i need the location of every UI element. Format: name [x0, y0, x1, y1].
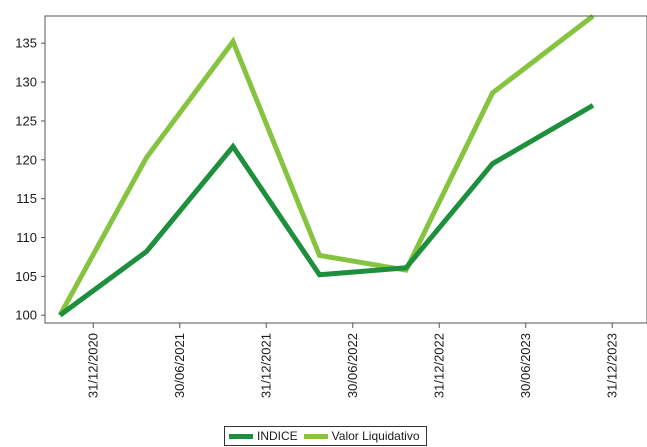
series-line-valor-liquidativo — [57, 14, 595, 317]
x-tick-label: 30/06/2021 — [172, 333, 187, 398]
x-tick-label: 30/06/2023 — [518, 333, 533, 398]
legend-swatch-valor-liquidativo — [303, 433, 328, 439]
y-tick-label: 100 — [15, 308, 37, 323]
x-tick-label: 31/12/2020 — [85, 333, 100, 398]
y-tick-label: 130 — [15, 75, 37, 90]
x-tick-label: 30/06/2022 — [345, 333, 360, 398]
x-tick-label: 31/12/2023 — [604, 333, 619, 398]
x-tick-label: 31/12/2022 — [431, 333, 446, 398]
legend-item-indice: INDICE — [229, 429, 298, 443]
y-tick-label: 120 — [15, 152, 37, 167]
legend-label-valor-liquidativo: Valor Liquidativo — [331, 429, 420, 443]
legend-label-indice: INDICE — [257, 429, 298, 443]
y-tick-label: 125 — [15, 113, 37, 128]
y-tick-label: 105 — [15, 269, 37, 284]
legend-swatch-indice — [229, 433, 253, 439]
y-tick-label: 110 — [16, 230, 37, 245]
plot-border — [44, 15, 647, 324]
series-layer — [57, 14, 595, 318]
legend-item-valor-liquidativo: Valor Liquidativo — [303, 429, 420, 443]
y-axis: 100 105 110 115 120 125 130 135 — [15, 36, 45, 323]
series-line-indice — [58, 103, 595, 318]
legend: INDICE Valor Liquidativo — [224, 426, 427, 446]
y-tick-label: 115 — [16, 191, 37, 206]
y-tick-label: 135 — [15, 36, 37, 51]
x-tick-label: 31/12/2021 — [258, 333, 273, 398]
x-axis: 31/12/2020 30/06/2021 31/12/2021 30/06/2022… — [85, 323, 619, 398]
